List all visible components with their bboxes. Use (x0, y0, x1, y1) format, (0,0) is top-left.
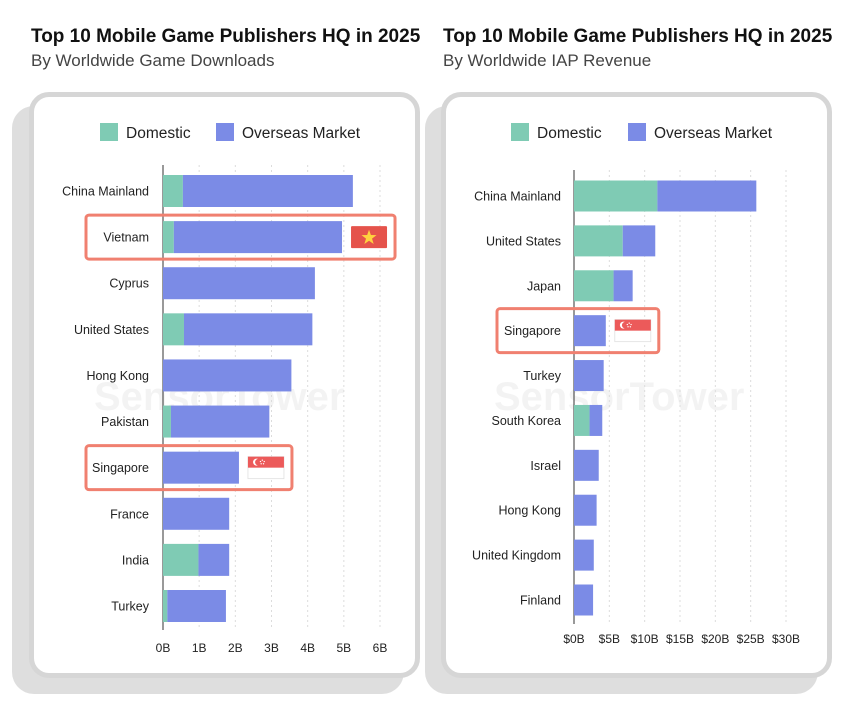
x-tick-label: 5B (336, 641, 351, 655)
x-tick-label: 3B (264, 641, 279, 655)
x-tick-label: 4B (300, 641, 315, 655)
category-label: Hong Kong (86, 369, 149, 383)
x-tick-label: $0B (563, 632, 584, 646)
legend-label-overseas: Overseas Market (654, 125, 773, 142)
bar-domestic (574, 180, 658, 212)
legend-swatch-overseas (628, 123, 646, 141)
singapore-flag-red-half (614, 319, 651, 331)
category-label: Turkey (523, 369, 561, 383)
bar-overseas (574, 539, 594, 571)
singapore-flag-star (628, 322, 630, 324)
bar-domestic (574, 270, 614, 302)
category-label: Pakistan (101, 415, 149, 429)
x-tick-label: 6B (373, 641, 388, 655)
singapore-flag-star (262, 463, 265, 465)
singapore-flag-red-half (247, 456, 284, 468)
chart-title-downloads: Top 10 Mobile Game Publishers HQ in 2025 (31, 26, 421, 47)
category-label: Japan (527, 279, 561, 293)
bar-overseas (622, 225, 656, 257)
bar-domestic (574, 225, 623, 257)
category-label: India (122, 553, 149, 567)
vietnam-flag-star (361, 229, 377, 245)
category-label: Hong Kong (498, 504, 561, 518)
singapore-flag-star (626, 323, 629, 326)
bar-overseas (574, 494, 597, 526)
bar-overseas (574, 360, 604, 392)
bar-overseas (613, 270, 633, 302)
category-label: China Mainland (474, 190, 561, 204)
singapore-flag-star (629, 326, 632, 328)
singapore-flag-icon (614, 319, 652, 343)
category-label: Israel (530, 459, 561, 473)
bar-domestic (163, 175, 183, 207)
category-label: France (110, 507, 149, 521)
bar-overseas (163, 359, 292, 392)
category-label: Finland (520, 594, 561, 608)
bar-domestic (163, 543, 199, 576)
singapore-flag-icon (247, 456, 285, 480)
category-label: Singapore (92, 461, 149, 475)
singapore-flag-star (627, 326, 629, 328)
singapore-flag-star (261, 459, 264, 461)
category-label: United Kingdom (472, 549, 561, 563)
vietnam-flag-icon (351, 226, 388, 249)
legend-swatch-overseas (216, 123, 234, 141)
x-tick-label: $10B (631, 632, 659, 646)
x-tick-label: $25B (737, 632, 765, 646)
bar-overseas (589, 404, 603, 436)
highlight-box-singapore (495, 307, 661, 355)
chart-subtitle-revenue: By Worldwide IAP Revenue (443, 51, 652, 70)
bar-overseas (574, 449, 599, 481)
bar-overseas (170, 405, 270, 438)
highlight-box-vietnam (84, 213, 397, 261)
bar-overseas (163, 497, 230, 530)
bar-overseas (163, 267, 315, 300)
bar-domestic (574, 404, 590, 436)
bar-overseas (198, 543, 230, 576)
singapore-flag-star (630, 323, 632, 326)
x-tick-label: $20B (701, 632, 729, 646)
singapore-flag-star (260, 463, 262, 465)
bar-domestic (163, 313, 184, 346)
category-label: United States (74, 323, 149, 337)
bar-domestic (163, 221, 174, 254)
bar-overseas (182, 175, 353, 207)
bar-domestic (163, 590, 168, 622)
legend-label-overseas: Overseas Market (242, 125, 361, 142)
x-tick-label: $15B (666, 632, 694, 646)
bar-overseas (167, 590, 226, 622)
singapore-flag-star (259, 460, 262, 463)
category-label: Vietnam (103, 231, 149, 245)
chart-subtitle-downloads: By Worldwide Game Downloads (31, 51, 275, 70)
singapore-flag-crescent-cut (621, 321, 629, 329)
category-label: United States (486, 234, 561, 248)
singapore-flag-crescent-cut (255, 458, 262, 466)
bar-overseas (163, 451, 239, 484)
x-tick-label: 1B (192, 641, 207, 655)
category-label: South Korea (492, 414, 562, 428)
legend-swatch-domestic (100, 123, 118, 141)
category-label: Turkey (111, 600, 149, 614)
category-label: Singapore (504, 324, 561, 338)
legend-label-domestic: Domestic (126, 125, 191, 142)
bar-overseas (657, 180, 757, 212)
bar-overseas (183, 313, 313, 346)
x-tick-label: $30B (772, 632, 800, 646)
bar-domestic (163, 405, 171, 438)
x-tick-label: $5B (599, 632, 620, 646)
category-label: China Mainland (62, 185, 149, 199)
chart-title-revenue: Top 10 Mobile Game Publishers HQ in 2025 (443, 26, 833, 47)
category-label: Cyprus (109, 277, 149, 291)
bar-overseas (574, 315, 606, 347)
legend-swatch-domestic (511, 123, 529, 141)
singapore-flag-star (263, 460, 265, 463)
legend-label-domestic: Domestic (537, 125, 602, 142)
bar-overseas (173, 221, 343, 254)
bar-overseas (574, 584, 594, 616)
x-tick-label: 2B (228, 641, 243, 655)
x-tick-label: 0B (156, 641, 171, 655)
highlight-box-singapore (84, 444, 294, 492)
